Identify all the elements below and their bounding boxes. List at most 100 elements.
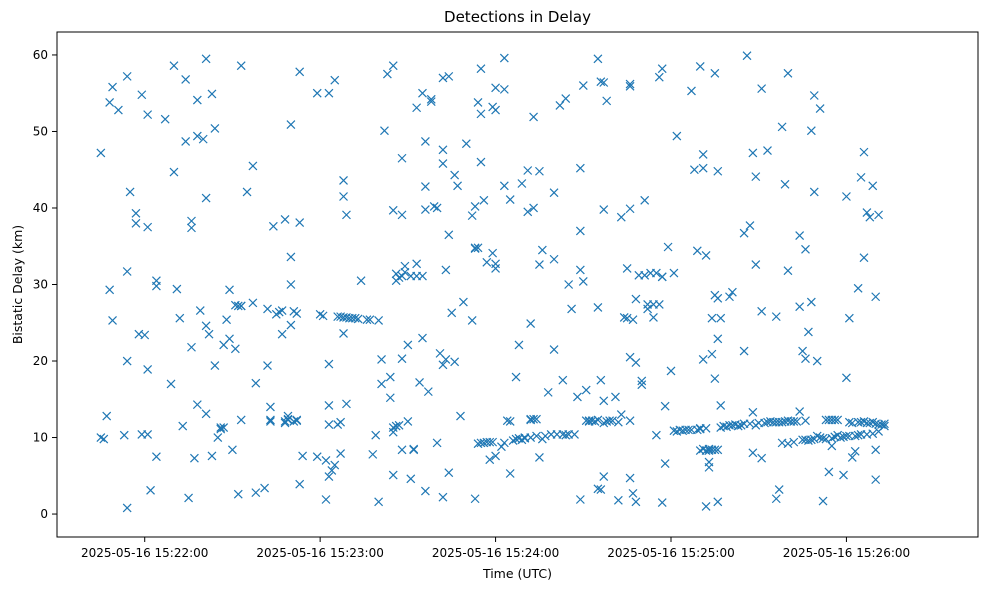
data-point xyxy=(403,340,413,350)
data-point xyxy=(339,329,348,338)
data-point xyxy=(842,192,851,201)
data-point xyxy=(803,327,813,337)
data-point xyxy=(280,215,290,224)
data-point xyxy=(184,493,193,503)
data-point xyxy=(698,149,708,159)
data-point xyxy=(216,423,226,433)
data-point xyxy=(423,387,433,397)
data-point xyxy=(172,284,182,294)
data-points xyxy=(96,51,889,513)
data-point xyxy=(192,400,202,410)
data-point xyxy=(286,280,296,289)
data-point xyxy=(225,285,234,295)
data-point xyxy=(850,431,860,441)
data-point xyxy=(342,210,351,220)
data-point xyxy=(143,365,153,374)
data-point xyxy=(295,67,305,77)
data-point xyxy=(201,409,211,419)
data-point xyxy=(578,277,588,286)
data-point xyxy=(102,411,112,421)
data-point xyxy=(461,139,471,149)
data-point xyxy=(692,246,702,256)
data-point xyxy=(669,268,679,278)
data-point xyxy=(432,203,442,213)
data-point xyxy=(491,451,500,461)
data-point xyxy=(833,415,843,425)
data-point xyxy=(596,77,606,87)
data-point xyxy=(441,355,451,364)
plot-area xyxy=(56,31,979,538)
data-point xyxy=(219,423,229,433)
data-point xyxy=(324,359,334,369)
data-point xyxy=(122,71,132,81)
data-point xyxy=(473,243,483,253)
data-point xyxy=(286,252,296,262)
data-point xyxy=(745,419,755,429)
data-point xyxy=(710,445,720,455)
data-point xyxy=(801,244,810,254)
data-point xyxy=(192,95,202,105)
y-tick-label: 0 xyxy=(40,507,48,521)
data-point xyxy=(476,64,486,74)
data-point xyxy=(499,438,509,448)
data-point xyxy=(122,267,132,276)
data-point xyxy=(616,410,626,420)
data-point xyxy=(274,307,284,317)
data-point xyxy=(695,62,705,71)
data-point xyxy=(420,136,430,146)
data-point xyxy=(757,306,767,316)
data-point xyxy=(225,334,234,344)
data-point xyxy=(397,354,407,364)
data-point xyxy=(420,205,430,214)
data-point xyxy=(631,294,641,304)
data-point xyxy=(403,417,413,426)
data-point xyxy=(809,187,819,197)
data-point xyxy=(342,399,351,409)
data-point xyxy=(260,483,270,493)
data-point xyxy=(783,266,793,276)
data-point xyxy=(99,434,109,444)
data-point xyxy=(666,366,676,376)
data-point xyxy=(336,417,346,427)
data-point xyxy=(444,230,454,240)
data-point xyxy=(438,492,448,502)
data-point xyxy=(713,293,723,303)
data-point xyxy=(505,417,515,426)
data-point xyxy=(420,182,430,191)
data-point xyxy=(535,260,544,270)
data-point xyxy=(485,455,495,465)
data-point xyxy=(175,313,185,323)
data-point xyxy=(432,438,442,448)
data-point xyxy=(143,222,153,232)
data-point xyxy=(593,54,603,64)
data-point xyxy=(122,503,132,513)
data-point xyxy=(517,179,527,188)
data-point xyxy=(339,176,348,185)
data-point xyxy=(470,243,480,253)
data-point xyxy=(774,485,784,494)
data-point xyxy=(438,360,448,370)
data-point xyxy=(418,88,427,98)
data-point xyxy=(707,313,717,323)
data-point xyxy=(286,320,296,330)
data-point xyxy=(880,419,889,429)
data-point xyxy=(742,51,752,61)
data-point xyxy=(476,109,486,119)
data-point xyxy=(277,306,287,315)
data-point xyxy=(511,372,521,382)
data-point xyxy=(704,462,714,472)
data-point xyxy=(625,204,635,214)
data-point xyxy=(394,420,404,430)
data-point xyxy=(651,430,661,440)
data-point xyxy=(526,433,536,442)
data-point xyxy=(613,417,623,427)
data-point xyxy=(844,417,854,427)
data-point xyxy=(818,433,828,443)
data-point xyxy=(438,73,448,83)
data-point xyxy=(803,436,813,446)
chart-title: Detections in Delay xyxy=(444,8,591,26)
x-tick-label: 2025-05-16 15:24:00 xyxy=(432,546,559,560)
data-point xyxy=(242,187,252,197)
data-point xyxy=(725,292,734,302)
